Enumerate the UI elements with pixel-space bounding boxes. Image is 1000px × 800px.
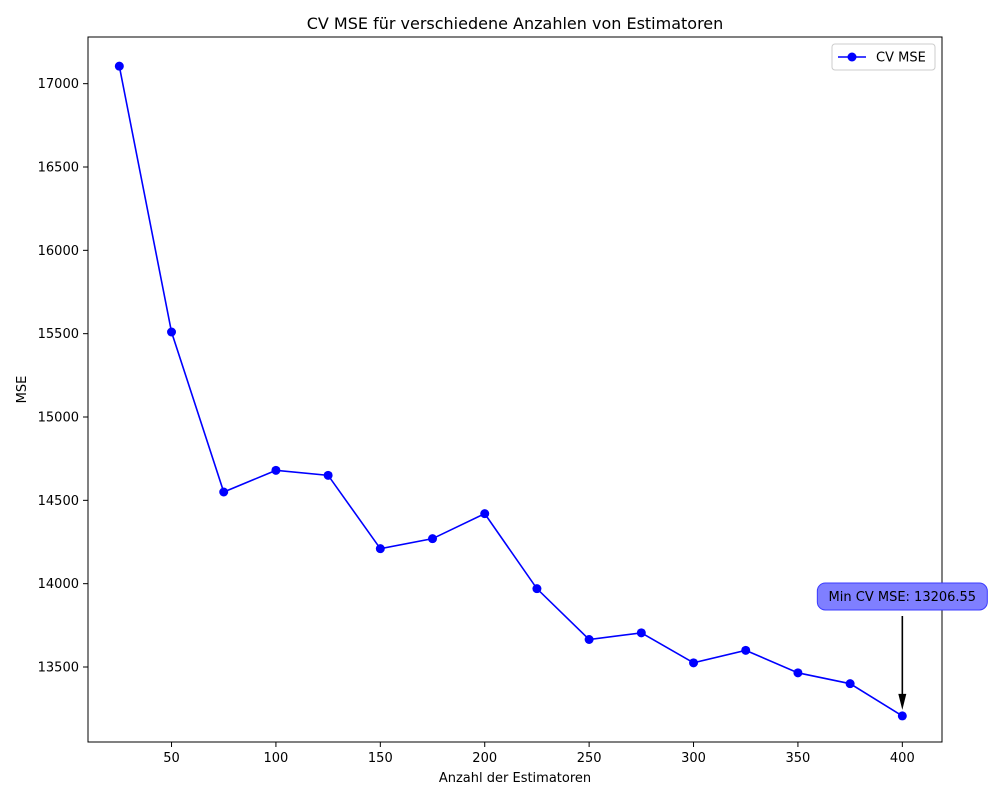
annotation-box [816,582,988,611]
y-tick-label: 15000 [38,411,79,426]
legend-box [831,43,936,71]
data-point [845,679,855,689]
data-point [428,534,438,544]
y-tick-label: 13500 [38,661,79,676]
x-tick-label: 300 [681,751,706,766]
data-point [741,645,751,655]
x-tick-label: 250 [577,751,602,766]
series-layer [114,61,907,721]
data-point [323,470,333,480]
y-axis: 13500 14000 14500 15000 15500 16000 16500 17000 [38,77,88,676]
data-point [375,544,385,554]
x-tick-label: 100 [264,751,289,766]
x-tick-label: 350 [786,751,811,766]
data-point [219,487,229,497]
y-tick-label: 14500 [38,494,79,509]
x-tick-label: 150 [368,751,393,766]
annotation-text: Min CV MSE: 13206.55 [829,590,977,605]
y-tick-label: 14000 [38,577,79,592]
min-annotation: Min CV MSE: 13206.55 [816,582,988,710]
y-tick-label: 15500 [38,327,79,342]
chart-title: CV MSE für verschiedene Anzahlen von Est… [307,14,724,33]
y-tick-label: 16000 [38,244,79,259]
annotation-arrow-head [898,693,907,710]
data-point [636,628,646,638]
x-tick-label: 200 [472,751,497,766]
data-point [584,635,594,644]
data-point [689,658,699,668]
legend: CV MSE [831,43,936,71]
plot-area [87,36,943,743]
data-point [793,668,803,678]
y-tick-label: 16500 [38,161,79,176]
legend-label: CV MSE [876,51,926,66]
legend-marker-swatch [847,52,857,62]
y-tick-label: 17000 [38,77,79,92]
series-line [118,66,903,717]
data-point [167,327,177,337]
data-point [271,465,281,475]
data-point [897,711,907,721]
x-axis-label: Anzahl der Estimatoren [439,771,591,786]
data-point [532,584,542,594]
data-point [114,61,124,71]
x-tick-label: 50 [163,751,180,766]
x-axis: 50 100 150 200 250 300 350 400 [163,742,915,766]
data-point [480,509,490,519]
y-axis-label: MSE [15,376,30,404]
x-tick-label: 400 [890,751,915,766]
